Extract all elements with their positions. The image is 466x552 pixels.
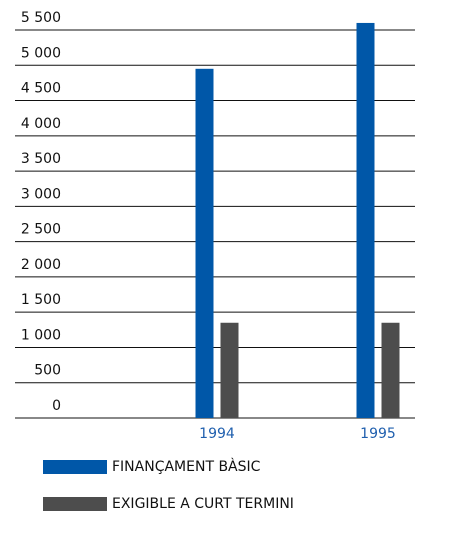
x-tick-label: 1995 bbox=[360, 426, 396, 442]
legend-label: EXIGIBLE A CURT TERMINI bbox=[112, 496, 294, 512]
y-tick-label: 500 bbox=[34, 363, 61, 379]
bar bbox=[381, 322, 400, 418]
bar bbox=[220, 322, 239, 418]
y-tick-label: 3 500 bbox=[21, 151, 61, 167]
y-tick-label: 2 500 bbox=[21, 222, 61, 238]
bar bbox=[356, 22, 375, 418]
y-tick-label: 5 500 bbox=[21, 10, 61, 26]
bar bbox=[195, 68, 214, 419]
legend-swatch bbox=[43, 497, 107, 511]
y-tick-label: 4 500 bbox=[21, 81, 61, 97]
y-tick-label: 1 000 bbox=[21, 327, 61, 343]
y-tick-label: 4 000 bbox=[21, 116, 61, 132]
legend-label: FINANÇAMENT BÀSIC bbox=[112, 458, 261, 475]
y-tick-label: 2 000 bbox=[21, 257, 61, 273]
y-tick-label: 5 000 bbox=[21, 45, 61, 61]
legend-swatch bbox=[43, 460, 107, 474]
y-tick-label: 3 000 bbox=[21, 186, 61, 202]
y-tick-label: 1 500 bbox=[21, 292, 61, 308]
y-tick-label: 0 bbox=[52, 398, 61, 414]
x-tick-label: 1994 bbox=[199, 426, 235, 442]
